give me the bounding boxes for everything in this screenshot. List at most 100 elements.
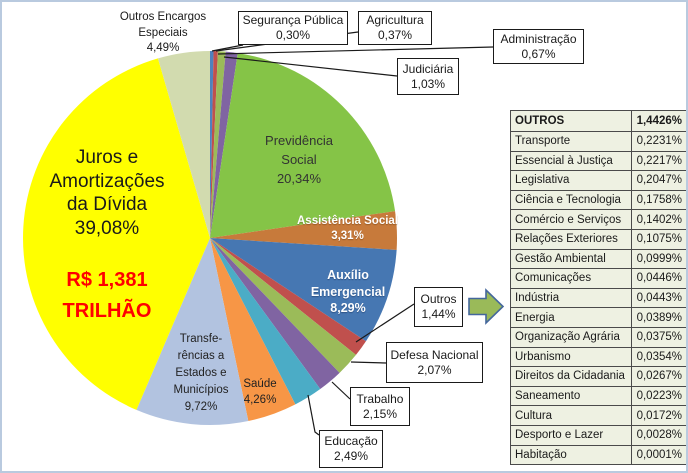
outros-table-row: Comunicações 0,0446% [510, 268, 686, 289]
pie-slice-saude [210, 238, 296, 422]
outros-row-name: Desporto e Lazer [510, 424, 632, 446]
outros-table-row: Essencial à Justiça 0,2217% [510, 150, 686, 172]
callout-value: 2,07% [417, 362, 452, 377]
outros-row-value: 0,1758% [630, 189, 686, 211]
pie-slice-previdencia-social [210, 53, 396, 238]
outros-row-value: 0,2047% [630, 170, 686, 191]
pie-slice-outros-encargos-especiais [157, 51, 210, 238]
outros-table-row: Indústria 0,0443% [510, 287, 686, 309]
outros-table-row: Organização Agrária 0,0375% [510, 326, 686, 348]
label-value: 20,34% [276, 171, 322, 186]
label-total-value: R$ 1,381 TRILHÃO [50, 265, 164, 327]
label-previdencia-social: Previdência Social 20,34% [244, 131, 354, 188]
outros-row-value: 0,0172% [630, 405, 686, 426]
callout-value: 1,44% [421, 307, 456, 321]
leader-line [217, 46, 494, 55]
outros-row-value: 0,0223% [630, 385, 686, 407]
leader-lines-group [211, 31, 494, 436]
callout-value: 2,49% [333, 449, 369, 463]
total-unit: TRILHÃO [62, 300, 152, 322]
callout-label: Outros [420, 292, 457, 306]
label-line: Outros Encargos [119, 11, 207, 23]
outros-row-value: 0,2231% [630, 131, 686, 152]
label-line: Emergencial [310, 284, 386, 299]
outros-breakdown-table: OUTROS 1,4426% Transporte 0,2231% Essencia… [510, 110, 686, 466]
label-assistencia-social: Assistência Social 3,31% [285, 214, 410, 244]
label-saude: Saúde 4,26% [235, 376, 285, 408]
label-line: Auxílio [327, 268, 369, 282]
outros-row-name: Comunicações [510, 268, 632, 289]
outros-table-row: Transporte 0,2231% [510, 131, 686, 152]
outros-table-row: Urbanismo 0,0354% [510, 346, 686, 368]
label-line: Municípios [173, 384, 229, 396]
label-line: Amortizações [49, 170, 165, 192]
callout-value: 2,15% [362, 406, 398, 421]
label-line: Juros e [75, 147, 139, 168]
outros-table-row: Legislativa 0,2047% [510, 170, 686, 191]
outros-row-name: Essencial à Justiça [510, 150, 632, 172]
callout-label: Educação [324, 434, 378, 448]
outros-row-value: 0,0389% [630, 307, 686, 328]
outros-row-value: 0,1402% [630, 209, 686, 230]
callout-agricultura: Agricultura 0,37% [358, 11, 432, 45]
label-line: rências a [177, 350, 225, 362]
outros-row-value: 0,0443% [630, 287, 686, 309]
outros-row-name: Ciência e Tecnologia [510, 189, 632, 211]
pie-slice-auxilio-emergencial [210, 238, 397, 342]
outros-row-name: Cultura [510, 405, 632, 426]
callout-label: Defesa Nacional [390, 347, 479, 362]
outros-row-name: Indústria [510, 287, 632, 309]
pie-slice-administracao [210, 51, 226, 238]
outros-table-row: Comércio e Serviços 0,1402% [510, 209, 686, 230]
outros-table-row: Gestão Ambiental 0,0999% [510, 248, 686, 270]
label-value: 4,49% [146, 42, 180, 54]
pie-slice-seguranca-publica [210, 50, 214, 239]
outros-row-name: Saneamento [510, 385, 632, 407]
pie-slice-outros [210, 238, 366, 355]
outros-table-row: Energia 0,0389% [510, 307, 686, 328]
outros-row-value: 0,0267% [630, 366, 686, 387]
outros-row-name: Gestão Ambiental [510, 248, 632, 270]
label-line: Assistência Social [297, 215, 398, 227]
outros-row-value: 0,0999% [630, 248, 686, 270]
label-line: Previdência [265, 133, 333, 148]
callout-label: Judiciária [402, 61, 454, 76]
label-transferencias-estados-municipios: Transfe- rências a Estados e Municípios … [162, 331, 240, 416]
callout-label: Administração [500, 31, 577, 46]
callout-seguranca-publica: Segurança Pública 0,30% [238, 11, 348, 45]
leader-line [331, 381, 351, 400]
label-line: Social [281, 152, 317, 167]
outros-row-name: Urbanismo [510, 346, 632, 368]
callout-judiciaria: Judiciária 1,03% [397, 58, 459, 95]
label-value: 9,72% [184, 401, 218, 413]
outros-table-row: Ciência e Tecnologia 0,1758% [510, 189, 686, 211]
label-value: 3,31% [331, 230, 364, 242]
callout-value: 0,37% [377, 28, 413, 42]
pie-slice-assistencia-social [210, 211, 398, 250]
callout-defesa-nacional: Defesa Nacional 2,07% [386, 342, 483, 383]
label-value: 39,08% [74, 217, 140, 239]
callout-value: 0,67% [521, 46, 556, 61]
outros-table-row: Desporto e Lazer 0,0028% [510, 424, 686, 446]
callout-value: 1,03% [410, 76, 446, 91]
callout-label: Trabalho [356, 391, 404, 406]
outros-row-name: Habitação [510, 444, 632, 466]
outros-row-name: Transporte [510, 131, 632, 152]
pie-slice-defesa-nacional [210, 238, 356, 373]
pie-slice-agricultura [210, 51, 218, 238]
outros-row-value: 0,0446% [630, 268, 686, 289]
callout-educacao: Educação 2,49% [319, 430, 383, 468]
outros-row-value: 0,0354% [630, 346, 686, 368]
total-amount: R$ 1,381 [66, 269, 148, 291]
pie-slices-group [23, 50, 398, 425]
label-line: Estados e [175, 367, 227, 379]
outros-row-name: Direitos da Cidadania [510, 366, 632, 387]
label-line: Saúde [243, 378, 277, 390]
label-value: 8,29% [330, 301, 366, 315]
callout-outros: Outros 1,44% [414, 287, 463, 327]
outros-row-name: Energia [510, 307, 632, 328]
outros-table-row: Relações Exteriores 0,1075% [510, 228, 686, 250]
outros-header-value: 1,4426% [630, 110, 686, 132]
outros-row-name: Comércio e Serviços [510, 209, 632, 230]
